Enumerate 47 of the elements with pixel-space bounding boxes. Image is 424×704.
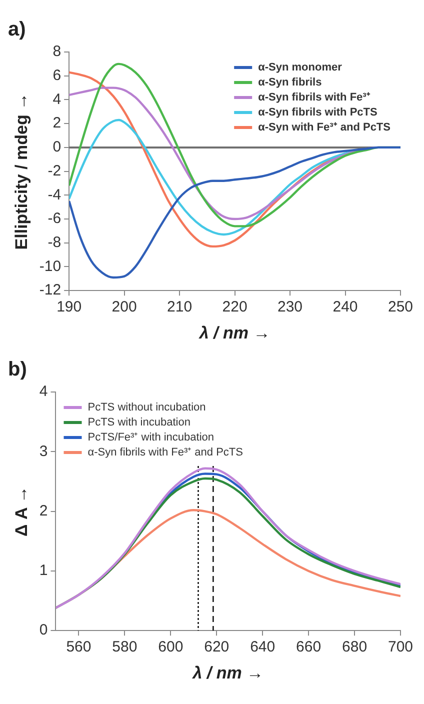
y-axis-title: Ellipticity / mdeg →: [12, 92, 31, 250]
y-tick-label: -10: [39, 258, 62, 275]
x-axis-title: λ / nm →: [192, 663, 264, 682]
y-tick-label: -12: [39, 282, 62, 299]
legend-label: PcTS with incubation: [88, 416, 190, 429]
y-tick-label: 4: [39, 383, 48, 400]
x-tick-label: 560: [66, 638, 92, 656]
y-tick-label: -6: [48, 210, 62, 228]
y-axis-title: Δ A →: [12, 486, 31, 536]
y-tick-label: 3: [39, 442, 48, 460]
x-tick-label: 230: [278, 298, 303, 316]
y-tick-label: -4: [48, 186, 62, 204]
legend-label: α-Syn fibrils: [258, 76, 322, 89]
x-tick-label: 640: [250, 638, 276, 656]
legend-label: PcTS/Fe³⁺ with incubation: [88, 432, 214, 444]
y-tick-label: 2: [52, 114, 62, 132]
chart-title: a): [8, 18, 26, 41]
legend-label: α-Syn fibrils with PcTS: [258, 106, 378, 119]
y-tick-label: -8: [48, 234, 62, 252]
legend-label: PcTS without incubation: [88, 402, 206, 414]
y-tick-label: -2: [48, 162, 62, 180]
y-tick-label: 0: [52, 138, 62, 156]
x-tick-label: 200: [112, 298, 137, 316]
x-tick-label: 580: [112, 638, 138, 656]
x-tick-label: 250: [388, 298, 413, 316]
x-tick-label: 620: [204, 638, 230, 656]
x-tick-label: 700: [388, 638, 413, 656]
y-tick-label: 1: [39, 562, 48, 580]
line-series: [69, 146, 400, 279]
x-tick-label: 210: [167, 298, 192, 316]
legend-label: α-Syn monomer: [258, 62, 343, 74]
x-axis-title: λ / nm →: [198, 323, 270, 342]
y-tick-label: 2: [39, 502, 48, 520]
y-tick-label: 0: [39, 622, 48, 639]
y-tick-label: 8: [52, 43, 62, 60]
x-tick-label: 680: [342, 638, 368, 656]
legend-label: α-Syn fibrils with Fe³⁺ and PcTS: [88, 446, 243, 459]
x-tick-label: 190: [56, 298, 82, 316]
x-tick-label: 660: [296, 638, 322, 656]
legend-label: α-Syn with Fe³⁺ and PcTS: [258, 122, 390, 134]
y-tick-label: 6: [52, 67, 62, 84]
legend-label: α-Syn fibrils with Fe³⁺: [258, 92, 370, 104]
y-tick-label: 4: [52, 90, 62, 108]
x-tick-label: 240: [332, 298, 358, 316]
x-tick-label: 220: [222, 298, 248, 316]
x-tick-label: 600: [158, 638, 184, 656]
chart-title: b): [8, 358, 27, 381]
